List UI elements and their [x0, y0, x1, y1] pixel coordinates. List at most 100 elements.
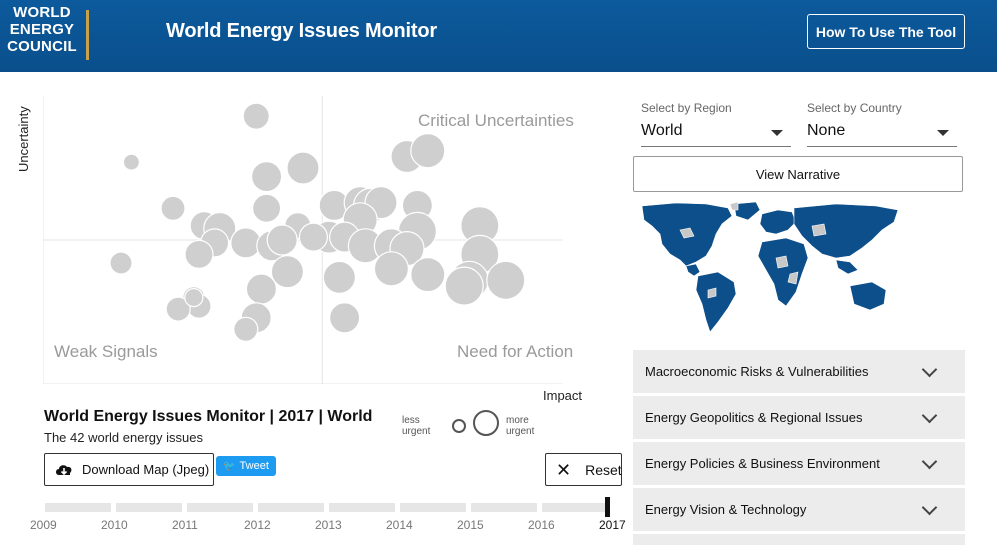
- wec-logo[interactable]: WORLD ENERGY COUNCIL: [4, 4, 89, 62]
- timeline-segment[interactable]: [400, 503, 466, 512]
- issue-bubble[interactable]: [165, 296, 191, 322]
- accordion-next-partial[interactable]: [633, 534, 965, 545]
- issue-bubble[interactable]: [233, 316, 259, 342]
- issue-bubble[interactable]: [242, 102, 270, 130]
- timeline-segment[interactable]: [258, 503, 324, 512]
- issue-bubble[interactable]: [329, 302, 361, 334]
- map-region-gray[interactable]: [811, 223, 827, 237]
- year-2010[interactable]: 2010: [101, 518, 128, 532]
- map-region-gray[interactable]: [787, 271, 799, 285]
- quadrant-weak-signals: Weak Signals: [54, 342, 158, 361]
- year-2009[interactable]: 2009: [30, 518, 57, 532]
- issue-bubble[interactable]: [270, 255, 304, 289]
- year-2012[interactable]: 2012: [244, 518, 271, 532]
- chevron-down-icon: [921, 407, 938, 424]
- issue-bubble[interactable]: [373, 251, 409, 287]
- legend-large-circle: [473, 410, 499, 436]
- issue-bubble[interactable]: [184, 288, 204, 308]
- accordion-vision-technology[interactable]: Energy Vision & Technology: [633, 488, 965, 531]
- map-asia[interactable]: [793, 203, 899, 259]
- map-region-gray[interactable]: [729, 201, 739, 211]
- logo-line-2: ENERGY: [9, 21, 75, 38]
- tweet-button[interactable]: 🐦 Tweet: [216, 456, 276, 476]
- issue-bubble[interactable]: [109, 251, 133, 275]
- legend-less-line2: urgent: [402, 426, 431, 437]
- quadrant-critical-uncertainties: Critical Uncertainties: [418, 111, 574, 130]
- x-axis-label: Impact: [543, 388, 583, 403]
- timeline-segment[interactable]: [542, 503, 606, 512]
- app-title: World Energy Issues Monitor: [166, 20, 437, 42]
- year-2013[interactable]: 2013: [315, 518, 342, 532]
- issue-bubble[interactable]: [298, 222, 328, 252]
- timeline-segment[interactable]: [471, 503, 537, 512]
- bubble-group: [109, 102, 526, 342]
- map-region-gray[interactable]: [775, 255, 789, 269]
- reset-button[interactable]: ✕ Reset: [545, 453, 622, 486]
- issue-bubble[interactable]: [486, 260, 526, 300]
- accordion-policies[interactable]: Energy Policies & Business Environment: [633, 442, 965, 485]
- issue-bubble[interactable]: [245, 273, 277, 305]
- twitter-bird-icon: 🐦: [223, 460, 236, 472]
- logo-line-3: COUNCIL: [7, 38, 77, 55]
- region-select[interactable]: World: [641, 120, 791, 147]
- y-axis-label: Uncertainty: [16, 106, 31, 172]
- issue-bubble[interactable]: [444, 266, 484, 306]
- legend-more-line2: urgent: [506, 426, 535, 437]
- year-2016[interactable]: 2016: [528, 518, 555, 532]
- year-2015[interactable]: 2015: [457, 518, 484, 532]
- issue-bubble[interactable]: [160, 195, 186, 221]
- map-africa[interactable]: [757, 237, 809, 307]
- issue-bubble[interactable]: [286, 151, 320, 185]
- map-central-america[interactable]: [685, 263, 701, 277]
- issue-bubble[interactable]: [322, 260, 356, 294]
- issue-bubble[interactable]: [122, 153, 141, 171]
- country-select[interactable]: None: [807, 120, 957, 147]
- year-2014[interactable]: 2014: [386, 518, 413, 532]
- issue-bubble[interactable]: [266, 224, 298, 256]
- map-europe[interactable]: [759, 209, 797, 235]
- map-region-gray[interactable]: [679, 227, 695, 239]
- issue-bubble[interactable]: [410, 257, 446, 293]
- chevron-down-icon: [921, 453, 938, 470]
- timeline-handle[interactable]: [605, 497, 610, 517]
- how-to-use-button[interactable]: How To Use The Tool: [807, 14, 965, 49]
- close-icon: ✕: [556, 459, 572, 480]
- cloud-download-icon: [56, 464, 72, 475]
- issue-bubble[interactable]: [252, 193, 282, 223]
- accordion-macroeconomic[interactable]: Macroeconomic Risks & Vulnerabilities: [633, 350, 965, 393]
- download-map-button[interactable]: Download Map (Jpeg): [44, 453, 214, 486]
- logo-line-1: WORLD: [13, 4, 71, 21]
- issue-bubble[interactable]: [230, 227, 262, 259]
- map-region-gray[interactable]: [707, 287, 717, 299]
- timeline-segment[interactable]: [329, 503, 395, 512]
- download-map-label: Download Map (Jpeg): [82, 462, 210, 477]
- world-map[interactable]: [636, 200, 904, 336]
- accordion-geopolitics[interactable]: Energy Geopolitics & Regional Issues: [633, 396, 965, 439]
- accordion-label: Macroeconomic Risks & Vulnerabilities: [645, 364, 869, 379]
- region-select-value: World: [641, 122, 683, 139]
- chevron-down-icon: [921, 361, 938, 378]
- country-select-value: None: [807, 122, 846, 139]
- timeline-segment[interactable]: [45, 503, 111, 512]
- accordion-label: Energy Geopolitics & Regional Issues: [645, 410, 863, 425]
- accordion-label: Energy Vision & Technology: [645, 502, 807, 517]
- caret-down-icon: [937, 130, 949, 136]
- year-2017[interactable]: 2017: [599, 518, 626, 532]
- map-southeast-asia[interactable]: [835, 259, 859, 275]
- legend-less-urgent: less urgent: [402, 415, 430, 437]
- timeline-segment[interactable]: [116, 503, 182, 512]
- view-narrative-button[interactable]: View Narrative: [633, 156, 963, 192]
- reset-label: Reset: [585, 461, 622, 478]
- year-2011[interactable]: 2011: [172, 518, 198, 532]
- monitor-title: World Energy Issues Monitor | 2017 | Wor…: [44, 408, 373, 425]
- map-greenland[interactable]: [733, 201, 761, 221]
- monitor-subtitle: The 42 world energy issues: [44, 430, 203, 445]
- quadrant-need-for-action: Need for Action: [457, 342, 574, 361]
- map-south-america[interactable]: [695, 271, 737, 333]
- issue-bubble[interactable]: [251, 160, 283, 193]
- issue-bubble[interactable]: [410, 133, 446, 169]
- map-australia[interactable]: [849, 281, 887, 311]
- caret-down-icon: [771, 130, 783, 136]
- issue-bubble[interactable]: [184, 239, 214, 269]
- timeline-segment[interactable]: [187, 503, 253, 512]
